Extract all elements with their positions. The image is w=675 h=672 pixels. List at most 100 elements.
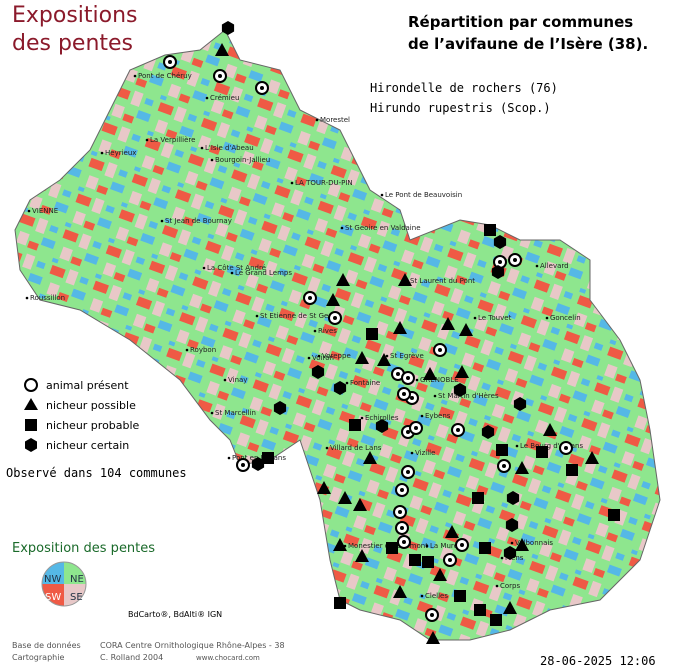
- town-label: St Geoire en Valdaine: [345, 224, 421, 232]
- marker-possible: [515, 538, 529, 551]
- marker-certain: [251, 457, 265, 471]
- marker-possible: [355, 549, 369, 562]
- marker-present: [406, 376, 410, 380]
- town-dot: [473, 316, 477, 320]
- town-dot: [317, 354, 321, 358]
- town-label: St Egrève: [390, 352, 424, 360]
- town-label: La Mure: [430, 542, 458, 550]
- town-dot: [410, 451, 414, 455]
- marker-possible: [377, 353, 391, 366]
- marker-present: [460, 543, 464, 547]
- marker-possible: [398, 273, 412, 286]
- marker-possible: [363, 451, 377, 464]
- species-latin: Hirundo rupestris (Scop.): [370, 101, 551, 115]
- marker-certain: [513, 397, 527, 411]
- town-dot: [510, 541, 514, 545]
- marker-present: [406, 430, 410, 434]
- town-dot: [340, 226, 344, 230]
- town-label: St Laurent du Pont: [410, 277, 475, 285]
- marker-certain: [221, 21, 235, 35]
- town-dot: [145, 138, 149, 142]
- town-dot: [380, 193, 384, 197]
- marker-present: [400, 488, 404, 492]
- town-dot: [133, 74, 137, 78]
- town-label: Allevard: [540, 262, 569, 270]
- count-text: Observé dans 104 communes: [6, 466, 187, 480]
- marker-possible: [336, 273, 350, 286]
- quadrant: [64, 584, 86, 606]
- legend-label: nicheur certain: [46, 439, 129, 452]
- marker-probable: [566, 464, 578, 476]
- town-label: Vizille: [415, 449, 435, 457]
- isere-map: [14, 29, 661, 641]
- town-label: St Jean de Bournay: [165, 217, 232, 225]
- marker-possible: [441, 317, 455, 330]
- marker-possible: [543, 423, 557, 436]
- town-label: St Marcellin: [215, 409, 256, 417]
- marker-present: [218, 74, 222, 78]
- marker-probable: [474, 604, 486, 616]
- town-dot: [200, 146, 204, 150]
- town-label: St Etienne de St Geoirs: [260, 312, 341, 320]
- town-dot: [25, 296, 29, 300]
- town-label: Echirolles: [365, 414, 399, 422]
- town-label: Valbonnais: [515, 539, 553, 547]
- marker-certain: [453, 383, 467, 397]
- town-dot: [545, 316, 549, 320]
- credit-label: Base de données: [12, 640, 81, 650]
- quadrant-label: SW: [45, 592, 61, 603]
- marker-possible: [503, 601, 517, 614]
- marker-probable: [490, 614, 502, 626]
- town-label: GRENOBLE: [420, 376, 459, 384]
- town-label: La Côte St André: [207, 264, 266, 272]
- marker-probable: [409, 554, 421, 566]
- town-label: Roussillon: [30, 294, 65, 302]
- town-dot: [160, 219, 164, 223]
- legend-label: nicheur probable: [46, 419, 140, 432]
- marker-probable: [349, 419, 361, 431]
- subtitle: Répartition par communes: [408, 13, 633, 31]
- town-label: Le Pont de Beauvoisin: [385, 191, 462, 199]
- marker-possible: [326, 293, 340, 306]
- marker-possible: [515, 461, 529, 474]
- marker-probable: [366, 328, 378, 340]
- marker-probable: [479, 542, 491, 554]
- quadrant-label: SE: [70, 592, 83, 603]
- town-labels: Pont de Chéruy Crémieu Morestel La Verpilli…: [25, 72, 583, 600]
- town-label: Mens: [505, 554, 524, 562]
- town-dot: [290, 181, 294, 185]
- town-label: Pont de Chéruy: [138, 72, 192, 80]
- marker-probable: [608, 509, 620, 521]
- marker-probable: [536, 446, 548, 458]
- town-dot: [385, 354, 389, 358]
- town-label: Vinay: [228, 376, 247, 384]
- marker-present: [260, 86, 264, 90]
- marker-probable: [334, 597, 346, 609]
- species-common: Hirondelle de rochers (76): [370, 81, 558, 95]
- town-dot: [230, 271, 234, 275]
- legend-symbol: [25, 438, 37, 452]
- marker-possible: [459, 323, 473, 336]
- marker-certain: [481, 425, 495, 439]
- credit-value: C. Rolland 2004: [100, 653, 163, 662]
- marker-present: [410, 396, 414, 400]
- marker-possible: [426, 631, 440, 644]
- marker-possible: [455, 365, 469, 378]
- marker-present: [456, 428, 460, 432]
- town-dot: [202, 266, 206, 270]
- town-dot: [27, 209, 31, 213]
- town-dot: [345, 381, 349, 385]
- marker-present: [241, 463, 245, 467]
- marker-possible: [423, 367, 437, 380]
- town-dot: [255, 314, 259, 318]
- legend-symbol: [24, 398, 38, 410]
- town-label: L'Isle d'Abeau: [205, 144, 254, 152]
- marker-present: [402, 540, 406, 544]
- town-dot: [325, 446, 329, 450]
- town-dot: [223, 378, 227, 382]
- legend-label: nicheur possible: [46, 399, 136, 412]
- marker-certain: [375, 419, 389, 433]
- town-label: Voreppe: [322, 352, 351, 360]
- marker-present: [430, 613, 434, 617]
